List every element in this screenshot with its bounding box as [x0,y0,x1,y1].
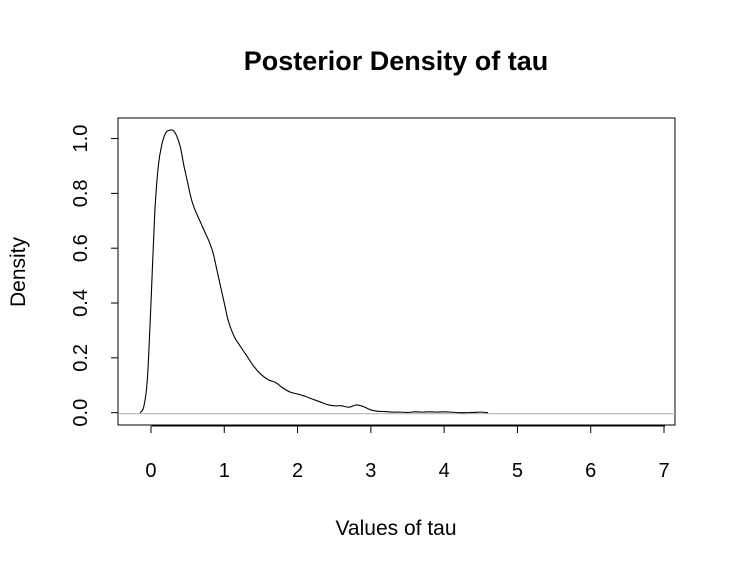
y-tick-label: 0.2 [70,344,92,372]
x-tick-label: 3 [365,460,376,482]
x-tick-label: 2 [292,460,303,482]
y-tick-label: 1.0 [70,125,92,153]
x-tick-label: 6 [585,460,596,482]
x-tick-label: 7 [658,460,669,482]
x-tick-label: 5 [512,460,523,482]
x-tick-label: 0 [145,460,156,482]
y-tick-label: 0.4 [70,289,92,317]
chart-title: Posterior Density of tau [244,46,549,76]
x-tick-label: 4 [439,460,450,482]
y-axis-label: Density [7,236,30,307]
density-curve [139,129,489,414]
x-axis-label: Values of tau [335,517,456,540]
plot-frame [117,117,676,426]
x-axis-ticks: 0 1 2 3 4 5 6 7 [145,426,670,482]
y-axis-ticks: 0.0 0.2 0.4 0.6 0.8 1.0 [70,125,118,427]
x-tick-label: 1 [219,460,230,482]
y-tick-label: 0.6 [70,234,92,262]
y-tick-label: 0.8 [70,179,92,207]
y-tick-label: 0.0 [70,399,92,427]
